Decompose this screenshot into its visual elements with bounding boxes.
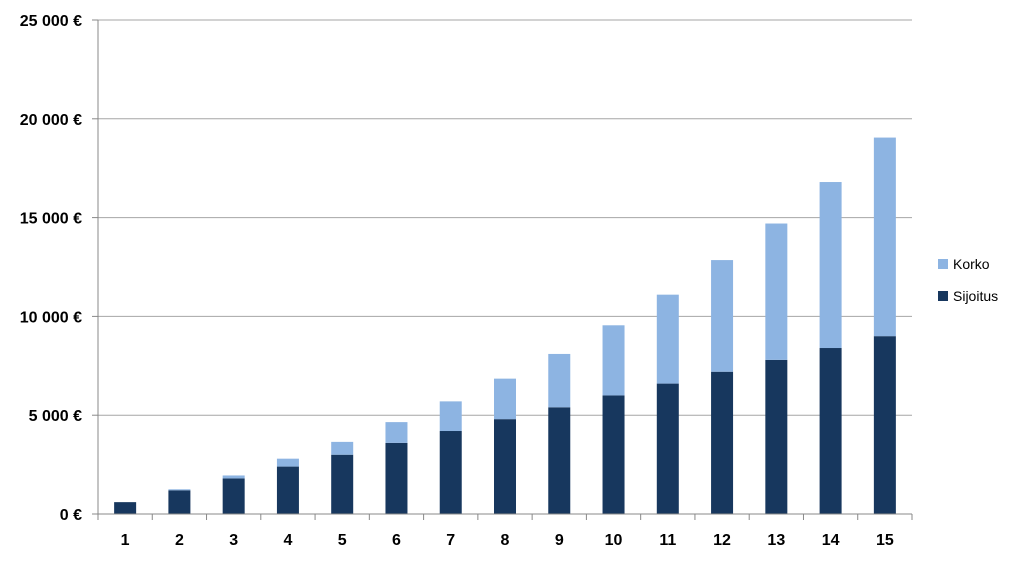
x-tick-label: 10 <box>605 532 623 549</box>
x-tick-label: 9 <box>555 532 564 549</box>
y-tick-label: 10 000 € <box>20 309 82 326</box>
legend-swatch-sijoitus <box>938 291 948 301</box>
legend-label-sijoitus: Sijoitus <box>953 288 998 304</box>
bar-sijoitus-12 <box>711 371 734 514</box>
x-tick-label: 1 <box>121 532 130 549</box>
bar-korko-15 <box>873 137 896 337</box>
bar-sijoitus-8 <box>494 419 516 514</box>
legend-label-korko: Korko <box>953 256 990 272</box>
x-tick-label: 8 <box>501 532 510 549</box>
y-tick-label: 15 000 € <box>20 211 82 228</box>
bar-sijoitus-6 <box>385 442 408 514</box>
x-tick-label: 2 <box>175 532 184 549</box>
x-tick-label: 14 <box>822 532 840 549</box>
legend-swatch-korko <box>938 259 948 269</box>
bar-sijoitus-3 <box>222 478 245 514</box>
x-tick-label: 5 <box>338 532 347 549</box>
bar-korko-11 <box>656 294 679 384</box>
bar-sijoitus-10 <box>602 395 625 514</box>
x-tick-label: 4 <box>283 532 292 549</box>
bar-sijoitus-5 <box>331 454 354 514</box>
bar-sijoitus-14 <box>819 348 842 514</box>
bar-sijoitus-15 <box>873 336 896 514</box>
y-tick-label: 5 000 € <box>29 408 82 425</box>
x-tick-label: 13 <box>767 532 785 549</box>
bar-korko-14 <box>819 182 842 349</box>
legend: Korko Sijoitus <box>938 256 998 304</box>
bar-korko-9 <box>548 353 571 408</box>
bar-sijoitus-13 <box>765 359 788 514</box>
bar-korko-10 <box>602 325 625 396</box>
y-axis-ticks: 0 € 5 000 € 10 000 € 15 000 € 20 000 € 25 000… <box>20 13 98 524</box>
x-tick-label: 6 <box>392 532 401 549</box>
x-axis-ticks: 1 2 3 4 5 6 7 8 9 10 11 12 13 14 15 <box>97 514 913 549</box>
bar-korko-13 <box>765 223 788 360</box>
bar-korko-4 <box>276 458 299 467</box>
x-tick-label: 7 <box>446 532 455 549</box>
bar-korko-3 <box>222 475 245 479</box>
x-tick-label: 15 <box>876 532 894 549</box>
bar-sijoitus-2 <box>168 490 191 514</box>
bar-korko-12 <box>711 260 734 372</box>
bar-korko-7 <box>439 401 462 432</box>
bar-sijoitus-4 <box>276 466 299 514</box>
bar-sijoitus-9 <box>548 407 571 514</box>
bar-sijoitus-1 <box>114 502 137 514</box>
bar-korko-5 <box>331 441 354 455</box>
bar-sijoitus-11 <box>656 383 679 514</box>
bars <box>114 137 896 514</box>
x-tick-label: 11 <box>659 532 676 549</box>
axes <box>97 20 912 515</box>
bar-korko-2 <box>168 489 191 491</box>
y-tick-label: 20 000 € <box>20 112 82 129</box>
y-tick-label: 0 € <box>60 507 82 524</box>
y-tick-label: 25 000 € <box>20 13 82 30</box>
x-tick-label: 12 <box>713 532 731 549</box>
bar-sijoitus-7 <box>439 431 462 514</box>
x-tick-label: 3 <box>229 532 238 549</box>
bar-korko-6 <box>385 422 408 443</box>
bar-korko-8 <box>494 378 516 420</box>
